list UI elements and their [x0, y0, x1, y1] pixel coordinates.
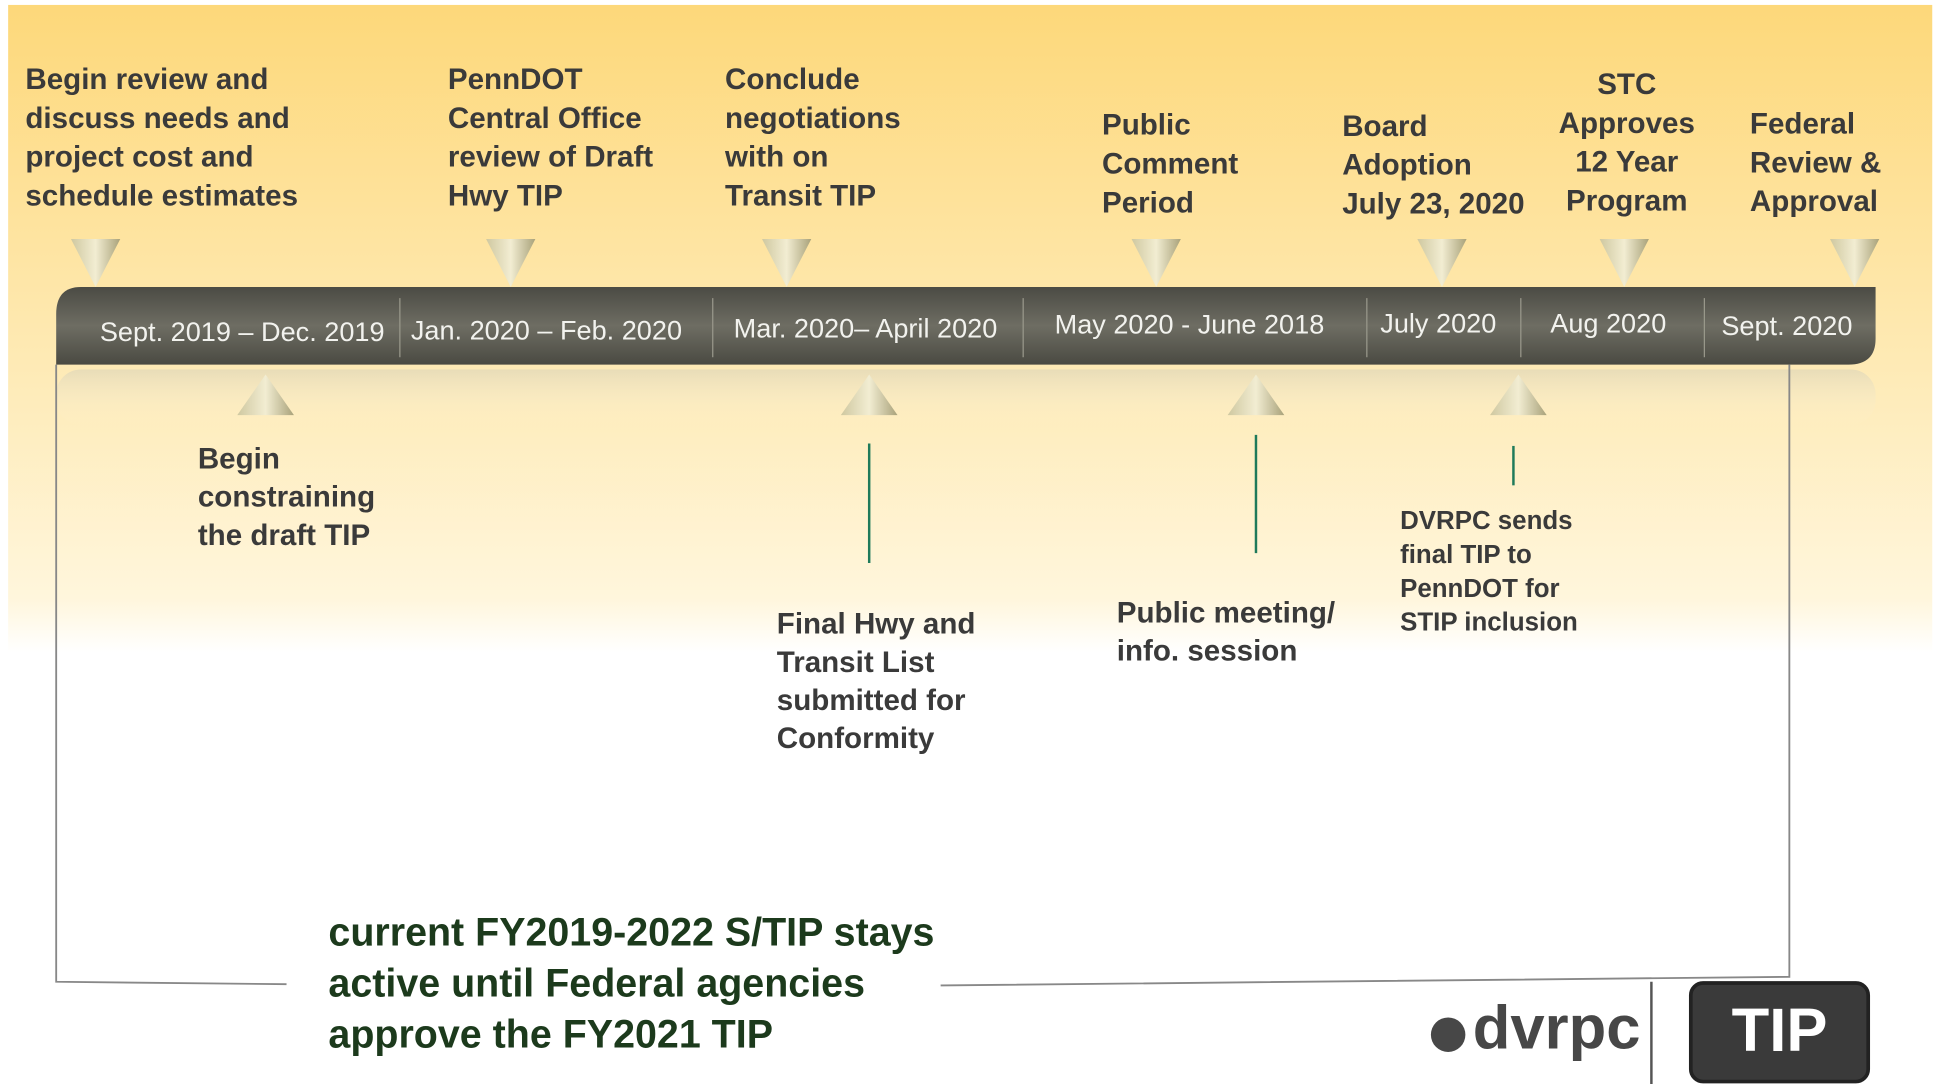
marker-down [1417, 238, 1467, 288]
period-label: Aug 2020 [1550, 307, 1666, 338]
bottom-event-label: info. session [1117, 635, 1298, 668]
bottom-event-label: final TIP to [1400, 541, 1532, 569]
top-event-label: Central Office [448, 102, 642, 135]
top-event-label: negotiations [725, 102, 901, 135]
top-event-label: Program [1566, 184, 1688, 217]
org-logo: dvrpc [1473, 994, 1641, 1063]
marker-down [1131, 238, 1181, 288]
top-event-label: Public [1102, 109, 1191, 142]
marker-up [840, 374, 898, 416]
bottom-event-label: constraining [198, 481, 375, 514]
top-event-label: Transit TIP [725, 180, 876, 213]
top-event-label: Board [1342, 110, 1427, 143]
bottom-event-label: Transit List [777, 646, 935, 679]
top-event-label: Approves [1559, 107, 1695, 140]
marker-down [1599, 238, 1649, 288]
product-logo: TIP [1732, 996, 1828, 1065]
top-event-label: Adoption [1342, 149, 1472, 182]
top-event-label: schedule estimates [25, 180, 298, 213]
period-label: Sept. 2020 [1721, 310, 1852, 341]
top-event-label: Federal [1750, 107, 1855, 140]
top-event-label: discuss needs and [25, 102, 289, 135]
bar-reflection [56, 369, 1876, 425]
bracket-right [940, 364, 1791, 987]
bottom-event-label: Public meeting/ [1117, 596, 1335, 629]
top-event-label: Begin review and [25, 63, 268, 96]
top-event-label: Hwy TIP [448, 180, 563, 213]
footer-note: approve the FY2021 TIP [328, 1013, 773, 1057]
top-event-label: with on [724, 141, 828, 174]
background [8, 4, 1933, 1084]
footer-note: current FY2019-2022 S/TIP stays [328, 910, 934, 954]
bottom-event-label: the draft TIP [198, 519, 370, 552]
top-event-label: Approval [1750, 185, 1878, 218]
footer-note: active until Federal agencies [328, 961, 865, 1005]
top-event-label: 12 Year [1575, 146, 1678, 179]
org-logo-icon [1430, 1017, 1466, 1052]
top-event-label: Review & [1750, 146, 1881, 179]
bottom-event-label: submitted for [777, 684, 966, 717]
timeline-bar [56, 287, 1876, 365]
bottom-event-label: Final Hwy and [777, 608, 976, 641]
period-label: Jan. 2020 – Feb. 2020 [411, 315, 682, 346]
marker-down [486, 238, 536, 288]
period-label: Mar. 2020– April 2020 [734, 312, 998, 343]
top-event-label: Period [1102, 186, 1194, 219]
top-event-label: STC [1597, 68, 1656, 101]
top-event-label: Comment [1102, 147, 1238, 180]
bracket-left [55, 364, 287, 986]
bottom-event-label: Begin [198, 443, 280, 476]
marker-down [70, 238, 121, 288]
marker-up [1490, 374, 1547, 416]
top-event-label: project cost and [25, 141, 253, 174]
top-event-label: July 23, 2020 [1342, 188, 1524, 221]
bottom-event-label: DVRPC sends [1400, 507, 1572, 535]
bottom-event-label: STIP inclusion [1400, 609, 1578, 637]
marker-up [237, 374, 294, 416]
period-label: May 2020 - June 2018 [1055, 309, 1325, 340]
bottom-event-label: Conformity [777, 722, 935, 755]
tip-logo-box [1688, 981, 1871, 1084]
top-event-label: review of Draft [448, 141, 653, 174]
marker-down [1830, 238, 1880, 288]
top-event-label: Conclude [725, 63, 860, 96]
top-event-label: PennDOT [448, 63, 583, 96]
marker-down [762, 238, 812, 288]
period-label: July 2020 [1380, 307, 1496, 338]
period-label: Sept. 2019 – Dec. 2019 [100, 316, 385, 347]
bottom-event-label: PennDOT for [1400, 575, 1559, 603]
marker-up [1227, 374, 1285, 416]
